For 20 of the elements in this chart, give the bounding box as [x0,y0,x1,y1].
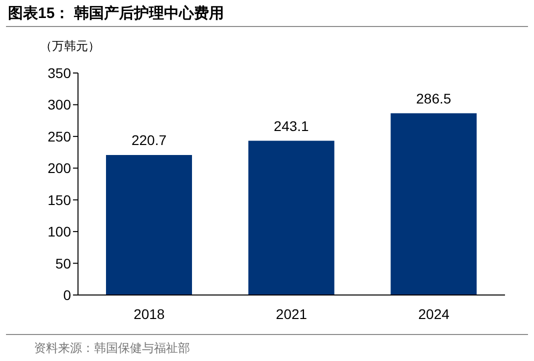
text: 资料来源：韩国保健与福祉部 [34,340,190,357]
x-tick-label: 2024 [418,306,450,322]
y-tick-label: 150 [48,192,72,208]
data-label: 220.7 [131,132,167,148]
chart-title: 图表15： 韩国产后护理中心费用 [8,4,224,23]
y-tick-label: 50 [55,255,72,272]
bar [106,155,192,295]
bar [390,113,477,295]
data-label: 286.5 [416,90,452,106]
x-tick-label: 2018 [134,306,165,322]
y-axis-title: （万韩元） [40,38,100,55]
data-label: 243.1 [274,118,310,134]
y-tick-label: 250 [48,128,72,144]
y-tick-label: 350 [48,64,72,81]
y-tick-label: 200 [48,160,72,176]
x-tick-label: 2021 [276,306,308,322]
y-tick-label: 100 [48,224,72,240]
y-tick-label: 0 [63,286,72,303]
y-tick-label: 300 [48,96,72,113]
bar [248,140,334,295]
